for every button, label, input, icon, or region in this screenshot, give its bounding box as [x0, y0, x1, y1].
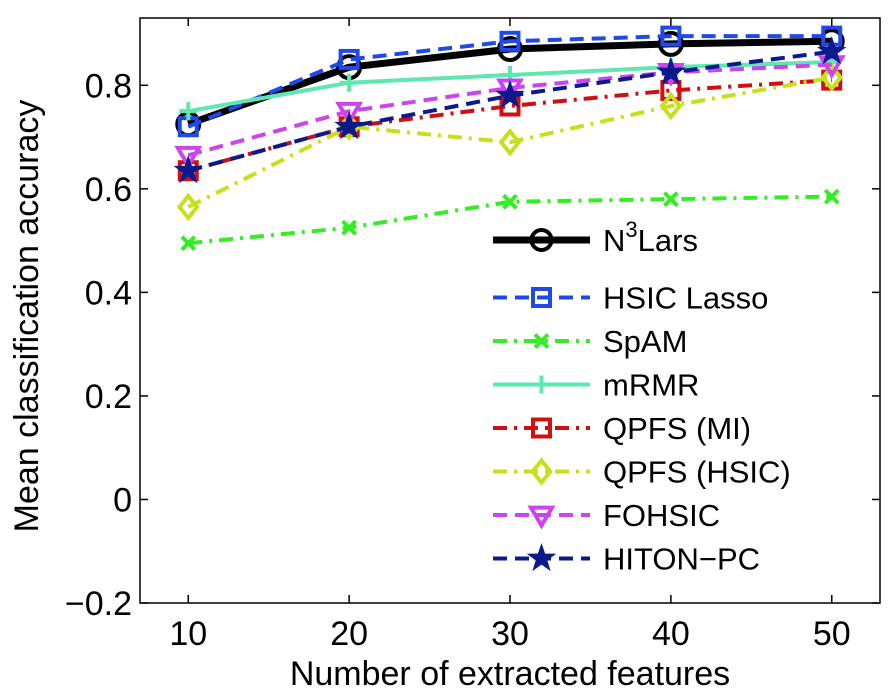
legend-label-mrmr: mRMR: [603, 368, 699, 403]
data-point-hiton-pc: [656, 56, 686, 85]
y-tick-label: 0.6: [85, 171, 132, 209]
x-tick-label: 50: [813, 615, 851, 653]
legend-item-n3lars: N3Lars: [493, 217, 698, 258]
y-tick-label: 0: [113, 481, 132, 519]
data-point-fohsic: [335, 101, 364, 126]
legend-item-qpfs-mi: QPFS (MI): [493, 411, 751, 446]
series-line-fohsic: [187, 62, 832, 158]
data-point-hsic-lasso: [499, 30, 521, 52]
series-spam: [180, 188, 840, 252]
legend-label-hsic-lasso: HSIC Lasso: [603, 281, 768, 316]
x-tick-label: 10: [169, 615, 207, 653]
x-axis-label: Number of extracted features: [290, 655, 730, 693]
data-point-mrmr: [179, 102, 198, 121]
legend-marker-qpfs-hsic: [530, 457, 553, 486]
data-point-hiton-pc: [495, 80, 525, 109]
data-point-hiton-pc: [816, 36, 847, 65]
axes-group: 10 20 30 40 50 −0.2 0 0.2 0.4 0.6 0.8: [65, 17, 881, 653]
data-point-hiton-pc: [334, 111, 364, 140]
legend-label-qpfs-hsic: QPFS (HSIC): [603, 455, 791, 490]
data-point-hsic-lasso: [338, 48, 360, 70]
legend-label-fohsic: FOHSIC: [603, 498, 720, 533]
data-point-spam: [823, 188, 840, 205]
legend-marker-spam: [533, 333, 550, 349]
data-point-hsic-lasso: [660, 25, 682, 47]
legend: N3Lars HSIC Lasso SpAM mRMR QPFS (MI) QPFS (H…: [493, 217, 791, 577]
data-point-spam: [341, 219, 358, 236]
series-group: [173, 25, 847, 252]
legend-marker-hsic-lasso: [531, 287, 552, 308]
data-point-hiton-pc: [173, 155, 204, 184]
y-tick-label: −0.2: [65, 585, 132, 623]
y-tick-label: 0.4: [85, 274, 132, 312]
x-tick-label: 20: [330, 615, 368, 653]
legend-item-hsic-lasso: HSIC Lasso: [493, 281, 768, 316]
legend-marker-hiton-pc: [526, 542, 557, 572]
series-line-spam: [188, 194, 832, 246]
legend-item-qpfs-hsic: QPFS (HSIC): [493, 455, 791, 490]
data-point-qpfs-hsic: [176, 192, 200, 222]
legend-item-hiton-pc: HITON−PC: [493, 542, 760, 577]
data-point-spam: [662, 191, 679, 208]
legend-item-mrmr: mRMR: [493, 368, 699, 403]
x-tick-label: 30: [491, 615, 529, 653]
legend-item-fohsic: FOHSIC: [493, 498, 720, 533]
x-tick-label: 40: [652, 615, 690, 653]
data-point-n3lars: [497, 36, 523, 63]
data-point-spam: [502, 193, 518, 210]
legend-marker-n3lars: [529, 228, 554, 252]
y-axis-label: Mean classification accuracy: [8, 100, 46, 533]
legend-marker-mrmr: [532, 375, 551, 394]
series-line-qpfs-hsic: [187, 75, 833, 209]
data-point-fohsic: [174, 145, 203, 170]
data-point-qpfs-hsic: [498, 128, 522, 157]
data-point-n3lars: [657, 30, 684, 57]
data-point-mrmr: [340, 73, 359, 92]
legend-marker-qpfs-mi: [531, 417, 552, 439]
legend-item-spam: SpAM: [493, 324, 687, 359]
legend-label-n3lars: N3Lars: [603, 217, 698, 258]
series-line-hsic-lasso: [187, 34, 832, 129]
data-point-qpfs-hsic: [659, 91, 683, 121]
series-hiton-pc: [173, 36, 847, 184]
legend-marker-fohsic: [527, 505, 556, 530]
legend-label-qpfs-mi: QPFS (MI): [603, 411, 751, 446]
data-point-spam: [180, 235, 197, 252]
legend-label-hiton-pc: HITON−PC: [603, 542, 760, 577]
y-tick-label: 0.8: [85, 67, 132, 105]
y-tick-label: 0.2: [85, 378, 132, 416]
data-point-qpfs-hsic: [820, 63, 844, 92]
legend-label-spam: SpAM: [603, 324, 687, 359]
